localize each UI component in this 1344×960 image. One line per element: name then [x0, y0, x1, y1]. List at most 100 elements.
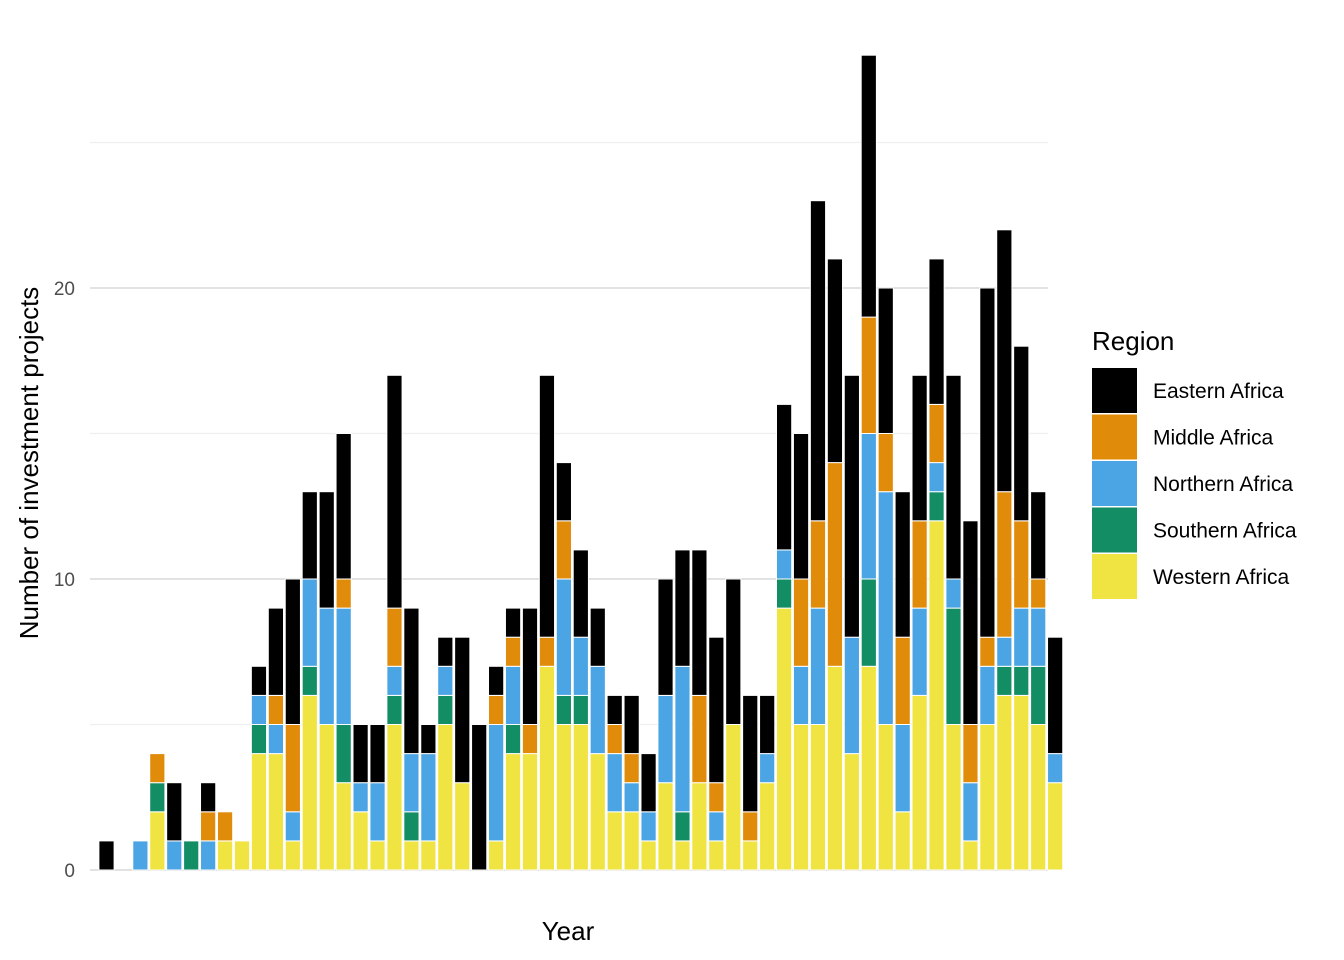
bar-segment-eastern-africa	[284, 578, 301, 725]
bar-segment-southern-africa	[301, 665, 318, 696]
bar-segment-southern-africa	[1013, 665, 1030, 696]
bar-segment-middle-africa	[860, 316, 877, 435]
bar-segment-eastern-africa	[538, 374, 556, 638]
bar-segment-northern-africa	[708, 811, 725, 842]
bar-segment-northern-africa	[657, 694, 674, 784]
bar-segment-eastern-africa	[606, 694, 623, 726]
bar-segment-middle-africa	[979, 636, 996, 667]
bar-segment-western-africa	[725, 724, 742, 871]
bar-segment-northern-africa	[284, 811, 301, 842]
bar-segment-southern-africa	[149, 782, 166, 813]
bar-segment-western-africa	[149, 811, 166, 871]
bar-segment-western-africa	[352, 811, 369, 871]
x-axis-title: Year	[542, 916, 595, 946]
bar-segment-middle-africa	[792, 578, 810, 667]
bar-segment-northern-africa	[776, 549, 793, 580]
bar-segment-western-africa	[911, 694, 928, 871]
bar-segment-eastern-africa	[640, 753, 657, 813]
bar-segment-northern-africa	[386, 665, 403, 696]
bar-segment-western-africa	[369, 840, 386, 871]
bar-segment-southern-africa	[504, 724, 522, 755]
bar-segment-southern-africa	[403, 811, 420, 842]
bar-segment-southern-africa	[250, 724, 268, 755]
bar-segment-northern-africa	[894, 724, 911, 813]
bar-segment-western-africa	[284, 840, 301, 871]
bar-segment-northern-africa	[318, 607, 335, 725]
bar-segment-western-africa	[894, 811, 911, 871]
bar-segment-middle-africa	[911, 520, 928, 609]
bar-segment-western-africa	[809, 724, 827, 871]
bar-segment-southern-africa	[335, 724, 352, 784]
bar-segment-northern-africa	[606, 753, 623, 813]
bar-segment-eastern-africa	[369, 724, 386, 784]
bar-segment-western-africa	[250, 753, 268, 871]
legend-label: Western Africa	[1153, 566, 1289, 589]
legend-title: Region	[1092, 326, 1174, 356]
bar-segment-southern-africa	[945, 607, 962, 725]
bar-segment-eastern-africa	[504, 607, 522, 638]
bar-segment-eastern-africa	[826, 258, 844, 464]
bar-segment-western-africa	[335, 782, 352, 871]
bar-segment-northern-africa	[928, 462, 945, 493]
y-tick-label: 20	[54, 279, 75, 300]
bar-segment-middle-africa	[504, 636, 522, 667]
bar-segment-middle-africa	[996, 491, 1013, 638]
bar-segment-eastern-africa	[894, 491, 911, 638]
bar-segment-western-africa	[759, 782, 776, 871]
bar-segment-middle-africa	[742, 811, 759, 842]
bar-segment-western-africa	[826, 665, 844, 871]
bar-segment-northern-africa	[911, 607, 928, 696]
bar-segment-western-africa	[792, 724, 810, 871]
bar-segment-northern-africa	[877, 491, 894, 726]
bar-segment-middle-africa	[267, 694, 284, 726]
bar-segment-eastern-africa	[657, 578, 674, 696]
bar-segment-eastern-africa	[166, 782, 183, 842]
bar-segment-northern-africa	[267, 724, 284, 755]
bar-segment-western-africa	[216, 840, 234, 871]
bar-segment-western-africa	[945, 724, 962, 871]
bar-segment-middle-africa	[555, 520, 572, 580]
bar-segment-eastern-africa	[674, 549, 691, 667]
bar-segment-eastern-africa	[488, 665, 505, 696]
bar-segment-western-africa	[318, 724, 335, 871]
bar-segment-western-africa	[488, 840, 505, 871]
bar-segment-southern-africa	[572, 694, 589, 726]
bar-segment-middle-africa	[521, 724, 539, 755]
bar-segment-western-africa	[979, 724, 996, 871]
bar-segment-eastern-africa	[454, 636, 471, 784]
bar-segment-western-africa	[420, 840, 437, 871]
bar-segment-northern-africa	[945, 578, 962, 609]
bar-segment-northern-africa	[809, 607, 827, 725]
bar-segment-northern-africa	[504, 665, 522, 725]
bar-segment-northern-africa	[335, 607, 352, 725]
bar-segment-western-africa	[1030, 724, 1047, 871]
bar-segment-eastern-africa	[1030, 491, 1047, 580]
bar-segment-western-africa	[843, 753, 860, 871]
bar-segment-eastern-africa	[555, 462, 572, 522]
bar-segment-western-africa	[589, 753, 606, 871]
legend-label: Southern Africa	[1153, 520, 1297, 543]
bar-segment-southern-africa	[776, 578, 793, 609]
bar-segment-eastern-africa	[996, 229, 1013, 493]
legend-swatch-northern-africa	[1092, 461, 1137, 506]
bar-segment-eastern-africa	[200, 782, 217, 813]
bar-segment-western-africa	[928, 520, 945, 871]
bar-segment-eastern-africa	[1013, 345, 1030, 522]
bar-segment-eastern-africa	[962, 520, 979, 725]
bar-segment-eastern-africa	[860, 54, 877, 318]
bar-segment-northern-africa	[792, 665, 810, 725]
bar-segment-eastern-africa	[691, 549, 708, 696]
bar-segment-southern-africa	[928, 491, 945, 522]
bar-segment-middle-africa	[826, 462, 844, 667]
bar-segment-western-africa	[403, 840, 420, 871]
bar-segment-eastern-africa	[420, 724, 437, 755]
bar-segment-middle-africa	[877, 433, 894, 493]
bar-segment-eastern-africa	[521, 607, 539, 725]
bar-segment-western-africa	[674, 840, 691, 871]
bar-segment-northern-africa	[352, 782, 369, 813]
bar-segment-southern-africa	[1030, 665, 1047, 725]
bar-segment-middle-africa	[691, 694, 708, 784]
bar-segment-eastern-africa	[809, 200, 827, 522]
bar-segment-eastern-africa	[742, 694, 759, 813]
